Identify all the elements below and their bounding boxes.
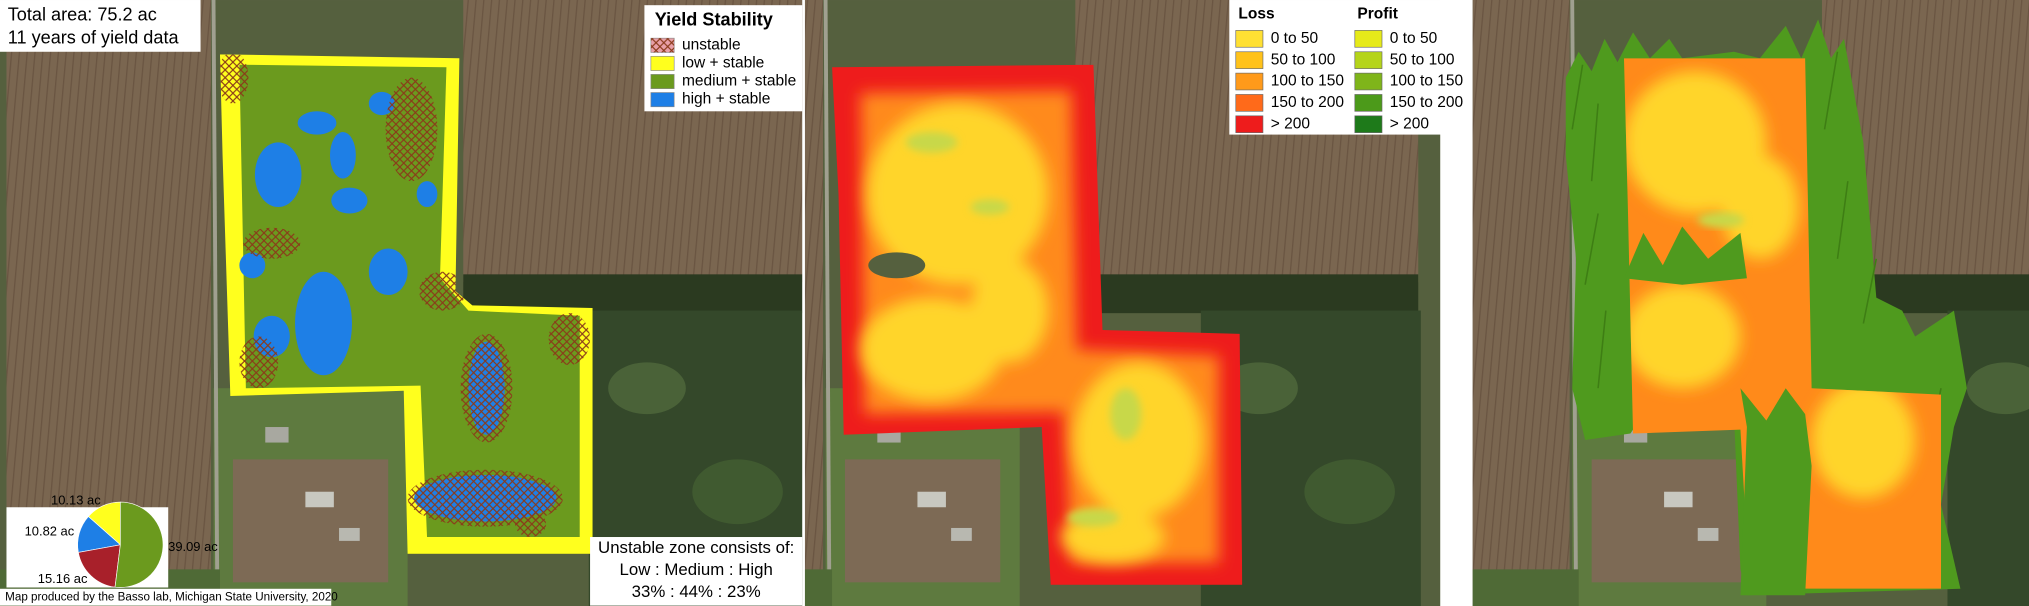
map-shape [860, 297, 1003, 402]
legend-swatch [1235, 94, 1264, 112]
note-box [590, 537, 803, 606]
map-shape [219, 54, 249, 104]
pie-chart: 10.13 ac 10.82 ac 15.16 ac 39.09 ac [25, 493, 218, 588]
map-shape [329, 131, 356, 179]
legend-swatch [1354, 30, 1383, 48]
map-shape [295, 271, 352, 376]
map-shape [868, 252, 926, 279]
map-shape [548, 313, 591, 365]
panel-divider [1469, 0, 1473, 606]
pie-label: 15.16 ac [38, 571, 88, 586]
map-shape [860, 103, 1204, 563]
legend-swatch [1235, 115, 1264, 133]
info-text: 11 years of yield data [8, 28, 180, 48]
legend-swatch [650, 74, 675, 89]
map-shape [385, 77, 438, 182]
legend-label: 0 to 50 [1390, 30, 1438, 47]
legend-box [1229, 0, 1472, 135]
legend-label: unstable [682, 36, 741, 53]
panel-divider [802, 0, 805, 606]
legend-swatch [1235, 30, 1264, 48]
map-shape [1074, 362, 1204, 518]
legend-label: > 200 [1271, 115, 1311, 132]
legend-label: 50 to 100 [1271, 51, 1336, 68]
legend-swatch [650, 55, 675, 71]
map-shape [905, 131, 958, 153]
info-box [0, 0, 201, 52]
map-shape [331, 187, 368, 214]
legend-label: 0 to 50 [1271, 30, 1319, 47]
legend-label: 100 to 150 [1271, 73, 1345, 90]
map-shape [419, 271, 466, 311]
pie-label: 39.09 ac [168, 539, 218, 554]
legend-label: high + stable [682, 91, 770, 108]
map-shape [416, 181, 438, 208]
legend-title: Yield Stability [655, 9, 773, 29]
map-shape [239, 336, 279, 389]
legend-label: 100 to 150 [1390, 73, 1464, 90]
map-shape [1811, 381, 1916, 499]
legend-label: low + stable [682, 55, 764, 72]
legend-label: 50 to 100 [1390, 51, 1455, 68]
map-shape [460, 333, 513, 443]
legend-swatch [1235, 72, 1264, 91]
note-text: Low : Medium : High [620, 560, 773, 579]
map-shape [1623, 71, 1916, 499]
legend-title: Loss [1238, 5, 1274, 22]
legend-swatch [650, 92, 675, 108]
legend-swatch [1235, 51, 1264, 69]
note-text: 33% : 44% : 23% [632, 582, 761, 601]
map-shape [1067, 508, 1120, 527]
map-shape [905, 131, 1142, 527]
pie-slice [77, 544, 121, 588]
map-shape [254, 142, 302, 208]
legend: Loss 0 to 50 50 to 100 100 to 150 150 to 200… [1235, 5, 1464, 133]
aerial-middle [804, 0, 1443, 606]
map-shape [1110, 388, 1142, 440]
map-shape [239, 252, 266, 279]
legend-swatch [1354, 115, 1383, 133]
map-shape [1623, 284, 1741, 389]
map-shape [1697, 212, 1745, 228]
legend-label: 150 to 200 [1390, 94, 1464, 111]
map-shape [1740, 388, 1812, 596]
map-shape [297, 111, 337, 135]
legend-swatch [1354, 94, 1383, 112]
credit: Map produced by the Basso lab, Michigan … [5, 590, 338, 603]
map-shape [1623, 226, 1747, 285]
pie-slice [114, 501, 164, 588]
aerial-right [1472, 0, 2029, 606]
pie-label: 10.82 ac [25, 523, 75, 538]
legend-swatch-hatch [650, 38, 675, 53]
map-shape [368, 248, 408, 296]
info-text: Total area: 75.2 ac [8, 4, 157, 24]
map-shape [970, 199, 1010, 215]
credit-box [0, 588, 332, 606]
map-shape [243, 227, 301, 259]
map-shape [970, 258, 1049, 363]
map-shape [515, 511, 547, 538]
legend-swatch [1354, 72, 1383, 91]
legend-label: 150 to 200 [1271, 94, 1345, 111]
pie-label: 10.13 ac [51, 493, 101, 508]
map-shape [1721, 155, 1799, 259]
legend-swatch [1354, 51, 1383, 69]
aerial-left [0, 0, 803, 606]
map-shape [219, 54, 591, 538]
legend-title: Profit [1357, 5, 1398, 22]
legend-label: > 200 [1390, 115, 1430, 132]
legend-label: medium + stable [682, 73, 796, 90]
note-text: Unstable zone consists of: [598, 538, 794, 557]
